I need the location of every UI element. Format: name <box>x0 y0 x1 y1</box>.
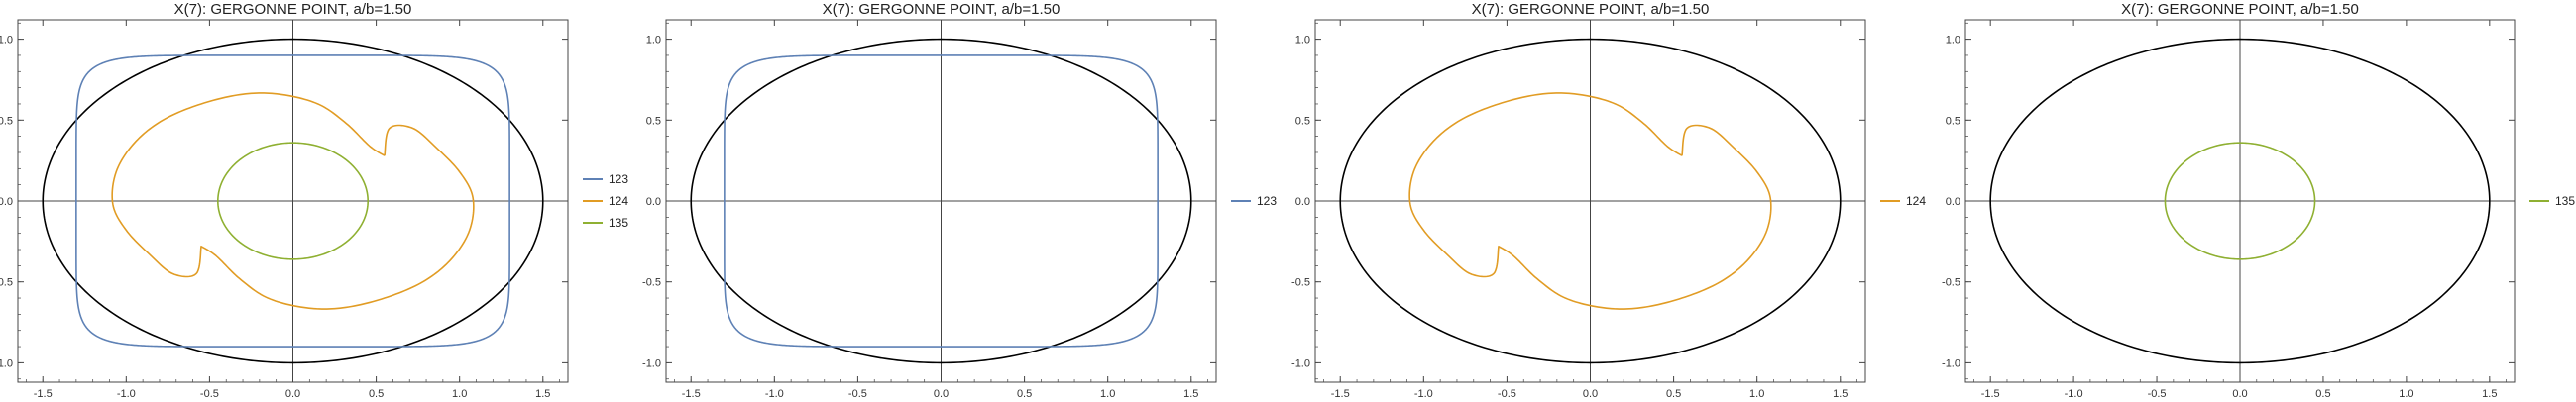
legend-label-124: 124 <box>1906 194 1926 208</box>
x-tick-label: 0.5 <box>1666 388 1681 400</box>
y-tick-label: 0.5 <box>1946 115 1960 127</box>
y-tick-label: -0.5 <box>1291 277 1310 289</box>
x-tick-label: -0.5 <box>2148 388 2167 400</box>
x-tick-label: 1.0 <box>1100 388 1115 400</box>
x-tick-label: 1.0 <box>2399 388 2413 400</box>
chart-title: X(7): GERGONNE POINT, a/b=1.50 <box>1472 1 1710 18</box>
x-tick-label: 1.5 <box>535 388 550 400</box>
y-tick-label: 0.5 <box>0 115 13 127</box>
reference-ellipse <box>1989 38 2491 364</box>
x-tick-label: 1.5 <box>1833 388 1848 400</box>
x-tick-label: -1.5 <box>34 388 53 400</box>
x-tick-label: 0.0 <box>934 388 949 400</box>
chart-title: X(7): GERGONNE POINT, a/b=1.50 <box>2121 1 2359 18</box>
x-tick-label: -1.0 <box>765 388 784 400</box>
y-tick-label: 0.5 <box>1295 115 1310 127</box>
x-tick-label: 0.0 <box>285 388 300 400</box>
legend-label-123: 123 <box>609 172 628 186</box>
series-curve-123 <box>724 54 1159 348</box>
reference-ellipse <box>42 38 544 364</box>
legend-label-123: 123 <box>1257 194 1277 208</box>
x-tick-label: -1.5 <box>1331 388 1350 400</box>
x-tick-label: -1.0 <box>2065 388 2083 400</box>
legend-label-135: 135 <box>2555 194 2575 208</box>
x-tick-label: -0.5 <box>848 388 867 400</box>
x-tick-label: 1.5 <box>1183 388 1198 400</box>
y-tick-label: -1.0 <box>1291 357 1310 369</box>
x-tick-label: -1.5 <box>682 388 701 400</box>
x-tick-label: -1.0 <box>117 388 136 400</box>
y-tick-label: -0.5 <box>642 277 661 289</box>
x-tick-label: -1.0 <box>1414 388 1433 400</box>
chart-panel-1: X(7): GERGONNE POINT, a/b=1.50 -1.5 -1.0 -0… <box>0 1 628 400</box>
reference-ellipse <box>1339 38 1842 364</box>
x-tick-label: -0.5 <box>200 388 219 400</box>
legend-label-135: 135 <box>609 216 628 230</box>
chart-panel-4: X(7): GERGONNE POINT, a/b=1.50 -1.5 -1.0 -0… <box>1942 1 2575 400</box>
x-tick-label: 0.5 <box>1017 388 1032 400</box>
legend-label-124: 124 <box>609 194 628 208</box>
y-tick-label: 0.0 <box>1295 196 1310 208</box>
y-tick-label: 1.0 <box>1295 35 1310 47</box>
x-tick-label: 0.0 <box>1583 388 1598 400</box>
reference-ellipse <box>690 38 1192 364</box>
y-tick-label: -1.0 <box>1942 357 1960 369</box>
y-tick-label: -0.5 <box>0 277 13 289</box>
series-curve-135 <box>217 142 369 260</box>
y-tick-label: 1.0 <box>1946 35 1960 47</box>
x-tick-label: -1.5 <box>1981 388 2000 400</box>
series-curve-135 <box>2164 142 2316 260</box>
y-tick-label: 0.0 <box>646 196 661 208</box>
y-tick-label: 0.0 <box>0 196 13 208</box>
chart-title: X(7): GERGONNE POINT, a/b=1.50 <box>823 1 1061 18</box>
x-tick-label: 1.0 <box>452 388 467 400</box>
y-tick-label: -1.0 <box>0 357 13 369</box>
y-tick-label: 0.0 <box>1946 196 1960 208</box>
y-tick-label: 1.0 <box>0 35 13 47</box>
y-tick-label: 1.0 <box>646 35 661 47</box>
x-tick-label: 0.5 <box>369 388 384 400</box>
chart-panel-2: X(7): GERGONNE POINT, a/b=1.50 -1.5 -1.0 -0… <box>642 1 1277 400</box>
y-tick-label: -1.0 <box>642 357 661 369</box>
x-tick-label: 1.5 <box>2482 388 2497 400</box>
y-tick-label: -0.5 <box>1942 277 1960 289</box>
chart-panel-3: X(7): GERGONNE POINT, a/b=1.50 -1.5 -1.0 -0… <box>1291 1 1926 400</box>
series-curve-124 <box>111 92 475 310</box>
y-tick-label: 0.5 <box>646 115 661 127</box>
x-tick-label: 1.0 <box>1749 388 1764 400</box>
x-tick-label: 0.0 <box>2232 388 2247 400</box>
x-tick-label: -0.5 <box>1498 388 1516 400</box>
x-tick-label: 0.5 <box>2315 388 2330 400</box>
series-curve-124 <box>1408 92 1772 310</box>
series-curve-123 <box>75 54 510 348</box>
chart-title: X(7): GERGONNE POINT, a/b=1.50 <box>174 1 412 18</box>
